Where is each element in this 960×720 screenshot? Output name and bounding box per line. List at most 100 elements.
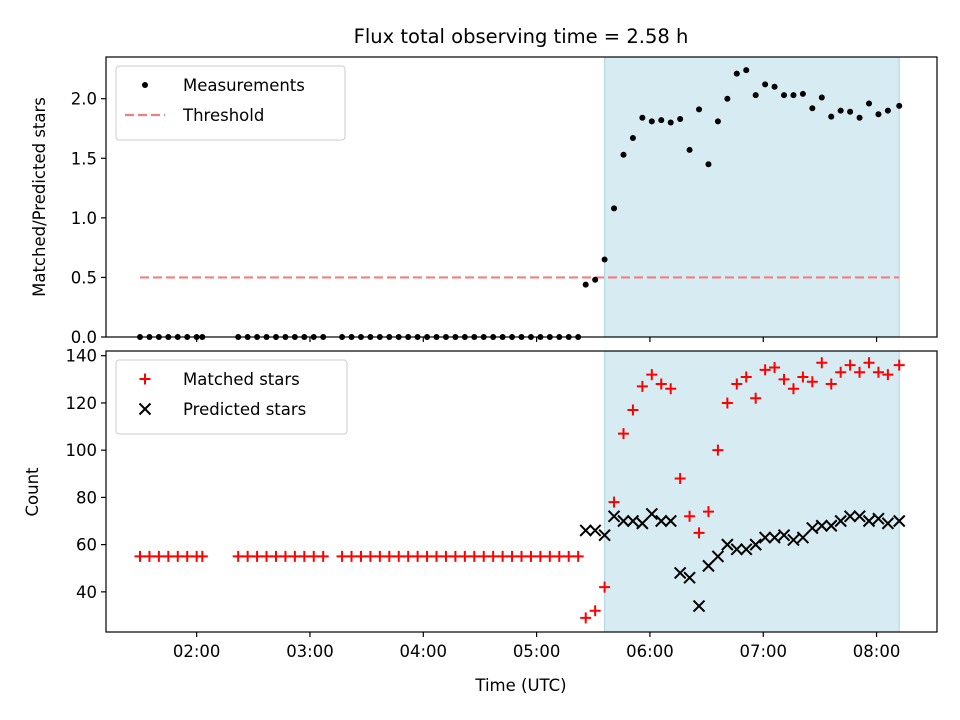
data-point [853, 510, 866, 523]
data-point [627, 404, 639, 416]
x-tick-label: 08:00 [853, 642, 901, 661]
data-point [645, 507, 659, 521]
y-tick-label: 100 [66, 441, 98, 460]
data-point [143, 550, 155, 562]
bottom-panel: 40 60 80 100 120 140 02:00 03:00 04:00 05:00 06:00… [66, 347, 938, 661]
data-point [181, 550, 193, 562]
data-point [847, 108, 854, 115]
legend-marker [139, 373, 151, 385]
series-predicted-stars [579, 507, 906, 613]
x-tick-label: 03:00 [286, 642, 334, 661]
data-point [787, 533, 800, 547]
data-point [872, 366, 884, 378]
data-point [750, 392, 762, 404]
data-point [762, 81, 769, 88]
data-point [837, 107, 844, 114]
data-point [308, 550, 320, 562]
y-tick-label: 140 [66, 347, 98, 366]
data-point [582, 281, 589, 288]
data-point [714, 118, 721, 125]
data-point [506, 550, 518, 562]
data-point [592, 276, 599, 283]
y-tick-label: 1.0 [71, 209, 97, 228]
y-tick-label: 2.0 [71, 90, 97, 109]
data-point [683, 571, 696, 584]
top-y-axis-label: Matched/Predicted stars [30, 97, 49, 297]
data-point [534, 550, 546, 562]
data-point [196, 550, 208, 562]
legend-marker [142, 82, 148, 88]
data-point [790, 92, 797, 99]
data-point [588, 524, 602, 537]
data-point [251, 550, 263, 562]
data-point [818, 94, 825, 101]
data-point [648, 118, 655, 125]
data-point [705, 161, 712, 168]
data-point [787, 383, 799, 395]
x-tick-label: 06:00 [626, 642, 674, 661]
data-point [863, 357, 875, 369]
data-point [816, 357, 828, 369]
y-tick-label: 80 [76, 488, 97, 507]
data-point [768, 531, 781, 544]
data-point [896, 102, 903, 109]
data-point [712, 444, 724, 456]
x-tick-label: 04:00 [400, 642, 448, 661]
data-point [781, 92, 788, 99]
data-point [875, 111, 882, 118]
data-point [598, 528, 611, 542]
data-point [696, 106, 703, 113]
data-point [769, 362, 781, 374]
legend-label: Threshold [182, 106, 264, 125]
data-point [809, 105, 816, 112]
data-point [134, 550, 146, 562]
data-point [665, 383, 677, 395]
series-matched-stars [134, 357, 905, 624]
data-point [658, 117, 665, 124]
legend-label: Matched stars [183, 370, 300, 389]
legend: Measurements Threshold [115, 65, 346, 141]
data-point [778, 373, 790, 385]
data-point [611, 205, 618, 212]
data-point [777, 528, 791, 542]
data-point [572, 550, 584, 562]
data-point [346, 550, 358, 562]
axes-frame [105, 350, 938, 633]
data-point [617, 428, 629, 440]
data-point [468, 550, 480, 562]
data-point [626, 514, 640, 528]
data-point [721, 538, 734, 551]
data-point [242, 550, 254, 562]
data-point [279, 550, 291, 562]
data-point [636, 517, 649, 530]
data-point [172, 550, 184, 562]
data-point [431, 550, 443, 562]
data-point [862, 514, 876, 528]
data-point [692, 599, 706, 613]
data-point [799, 90, 806, 97]
data-point [383, 550, 395, 562]
data-point [153, 550, 165, 562]
data-point [580, 612, 592, 624]
data-point [579, 524, 592, 537]
data-point [402, 550, 414, 562]
data-point [825, 519, 838, 532]
data-point [516, 550, 527, 562]
data-point [289, 550, 301, 562]
data-point [759, 364, 771, 376]
data-point [553, 550, 565, 562]
data-point [730, 543, 744, 556]
shaded-region [604, 350, 900, 633]
data-point [733, 70, 740, 77]
data-point [589, 605, 601, 617]
data-point [655, 514, 668, 528]
data-point [721, 397, 733, 409]
data-point [336, 550, 348, 562]
data-point [884, 107, 891, 114]
data-point [828, 113, 835, 120]
x-axis-label: Time (UTC) [474, 676, 566, 695]
legend-box [115, 65, 346, 141]
data-point [607, 510, 621, 523]
data-point [412, 550, 424, 562]
